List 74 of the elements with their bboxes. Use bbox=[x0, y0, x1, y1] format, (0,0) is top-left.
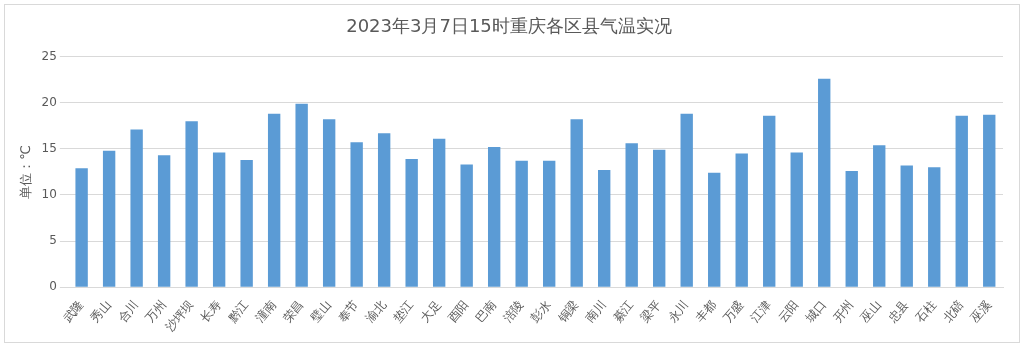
x-tick-label: 垫江 bbox=[390, 297, 417, 326]
x-tick-label: 开州 bbox=[830, 297, 857, 326]
bar bbox=[405, 158, 418, 287]
bar bbox=[955, 115, 968, 287]
bar bbox=[460, 164, 473, 287]
bar bbox=[157, 155, 171, 287]
bar bbox=[130, 129, 143, 287]
chart-title: 2023年3月7日15时重庆各区县气温实况 bbox=[346, 15, 672, 37]
x-tick-label: 璧山 bbox=[307, 297, 334, 326]
bar bbox=[735, 153, 748, 287]
bar bbox=[708, 172, 721, 287]
bar bbox=[240, 159, 253, 287]
x-tick-label: 云阳 bbox=[775, 297, 802, 326]
y-tick-label: 10 bbox=[41, 187, 57, 202]
bar bbox=[212, 152, 226, 287]
bar bbox=[570, 119, 583, 287]
bar bbox=[680, 113, 693, 287]
bar bbox=[983, 114, 996, 287]
bar bbox=[625, 143, 638, 287]
y-axis-title: 单位：℃ bbox=[18, 145, 34, 199]
bar bbox=[845, 170, 858, 287]
x-tick-label: 合川 bbox=[115, 297, 142, 326]
bar bbox=[432, 138, 446, 287]
x-tick-label: 渝北 bbox=[362, 297, 389, 326]
x-tick-label: 彭水 bbox=[527, 297, 554, 326]
x-tick-label: 武隆 bbox=[60, 297, 87, 326]
bar bbox=[75, 168, 88, 287]
bar bbox=[598, 170, 611, 287]
x-tick-label: 万盛 bbox=[720, 297, 747, 326]
bar bbox=[295, 103, 308, 287]
bar bbox=[790, 152, 803, 287]
bar bbox=[543, 160, 556, 287]
x-tick-label: 綦江 bbox=[610, 297, 637, 326]
y-tick-label: 0 bbox=[49, 279, 57, 294]
x-tick-label: 梁平 bbox=[637, 297, 664, 326]
x-tick-label: 巫溪 bbox=[967, 297, 994, 326]
bar bbox=[873, 145, 886, 287]
bar bbox=[267, 113, 281, 287]
x-tick-label: 秀山 bbox=[87, 297, 114, 326]
bar bbox=[487, 146, 501, 287]
x-tick-label: 黔江 bbox=[224, 297, 252, 326]
x-tick-label: 荣昌 bbox=[280, 297, 307, 326]
x-tick-label: 石柱 bbox=[912, 297, 939, 326]
y-tick-label: 25 bbox=[41, 48, 57, 63]
x-tick-label: 涪陵 bbox=[500, 297, 527, 326]
x-tick-label: 北碚 bbox=[940, 297, 967, 326]
x-tick-label: 长寿 bbox=[197, 297, 224, 326]
x-tick-label: 巫山 bbox=[857, 297, 884, 326]
bar bbox=[350, 142, 363, 287]
x-tick-label: 铜梁 bbox=[554, 297, 582, 326]
y-tick-label: 15 bbox=[41, 140, 57, 155]
x-tick-label: 酉阳 bbox=[445, 297, 472, 326]
x-tick-label: 巴南 bbox=[472, 297, 499, 326]
x-tick-label: 潼南 bbox=[252, 297, 279, 326]
y-tick-label: 20 bbox=[41, 94, 57, 109]
x-tick-label: 江津 bbox=[747, 297, 774, 326]
bar bbox=[653, 149, 666, 287]
bar bbox=[818, 78, 831, 287]
x-tick-label: 城口 bbox=[802, 297, 829, 326]
x-tick-label: 奉节 bbox=[335, 297, 362, 326]
bar bbox=[900, 165, 913, 287]
bar bbox=[763, 115, 776, 287]
bar bbox=[102, 150, 116, 287]
y-tick-label: 5 bbox=[49, 233, 57, 248]
bar bbox=[928, 167, 941, 287]
bar bbox=[515, 160, 528, 287]
x-tick-label: 南川 bbox=[582, 297, 609, 326]
bar bbox=[185, 121, 198, 287]
x-tick-label: 忠县 bbox=[884, 297, 912, 326]
x-tick-label: 永川 bbox=[665, 297, 692, 326]
bar bbox=[322, 119, 336, 287]
x-tick-label: 大足 bbox=[417, 297, 444, 326]
bar bbox=[377, 133, 391, 287]
x-tick-label: 丰都 bbox=[692, 297, 719, 326]
